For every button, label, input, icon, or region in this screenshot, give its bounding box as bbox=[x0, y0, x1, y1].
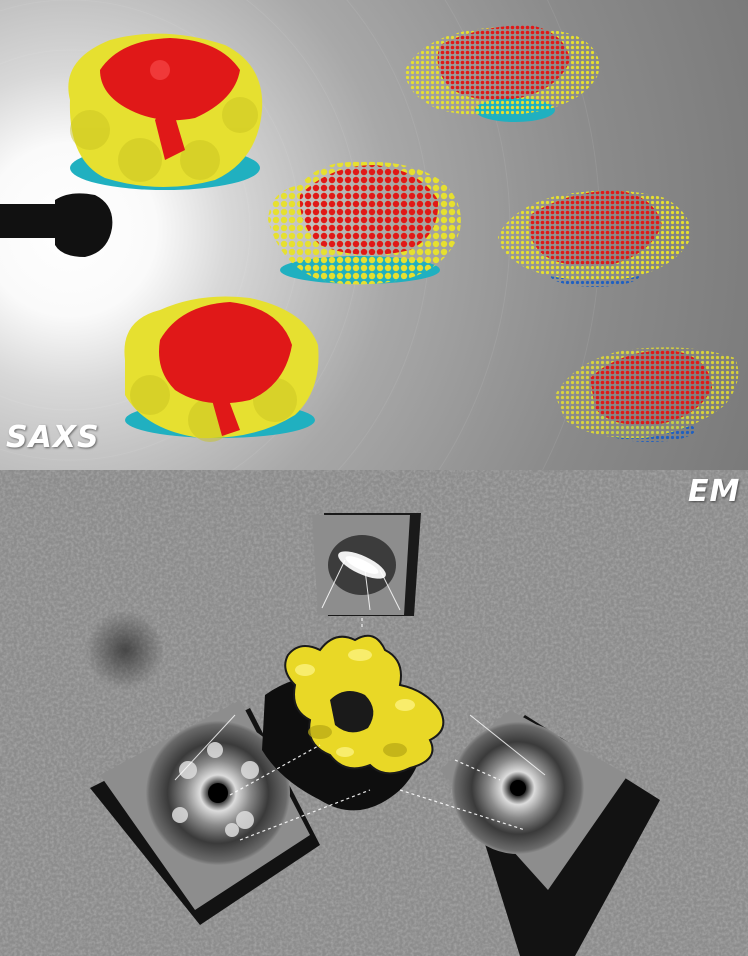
beamstop bbox=[0, 193, 113, 257]
saxs-model-large-1 bbox=[68, 33, 263, 190]
class-average-left bbox=[90, 700, 320, 925]
projection-lines bbox=[229, 618, 526, 841]
saxs-model-bead-1 bbox=[268, 161, 461, 285]
saxs-model-bead-3 bbox=[498, 190, 691, 287]
class-average-side-view bbox=[312, 513, 421, 616]
em-scene bbox=[0, 470, 748, 956]
saxs-label: SAXS bbox=[6, 420, 100, 455]
em-3d-density-map bbox=[284, 634, 445, 775]
em-label: EM bbox=[688, 474, 741, 509]
saxs-model-large-2 bbox=[124, 296, 319, 442]
class-average-right bbox=[440, 710, 660, 956]
saxs-model-bead-2 bbox=[405, 25, 600, 122]
saxs-model-bead-4 bbox=[555, 347, 739, 442]
micrograph-dark-spot bbox=[85, 610, 165, 690]
saxs-panel: SAXS bbox=[0, 0, 748, 470]
em-panel: EM bbox=[0, 470, 748, 956]
saxs-scene bbox=[0, 0, 748, 470]
